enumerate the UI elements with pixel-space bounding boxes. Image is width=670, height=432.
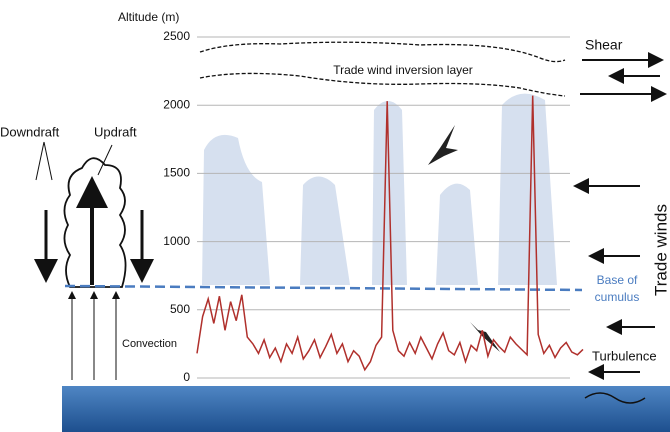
convection-label: Convection [122, 338, 177, 350]
inversion-layer [199, 41, 566, 97]
turbulence-label: Turbulence [592, 348, 657, 363]
y-tick-label: 2000 [163, 97, 190, 111]
clouds [202, 93, 557, 285]
base-label: cumulus [595, 290, 640, 304]
updraft-label: Updraft [94, 124, 137, 139]
convection-cell [34, 141, 646, 404]
base-label: Base of [597, 273, 638, 287]
y-axis-label: Altitude (m) [118, 10, 179, 24]
y-tick-label: 1500 [163, 166, 190, 180]
cumulus-base-line [64, 284, 583, 292]
y-tick-label: 1000 [163, 234, 190, 248]
inversion-label: Trade wind inversion layer [333, 63, 473, 77]
altitude-track [196, 95, 584, 372]
y-tick-label: 2500 [163, 29, 190, 43]
trade-winds-label: Trade winds [651, 204, 670, 296]
y-tick-label: 0 [183, 370, 190, 384]
wind-arrows [573, 52, 667, 380]
y-tick-label: 500 [170, 302, 190, 316]
shear-label: Shear [585, 37, 623, 53]
ocean [62, 386, 670, 432]
downdraft-label: Downdraft [0, 124, 60, 139]
